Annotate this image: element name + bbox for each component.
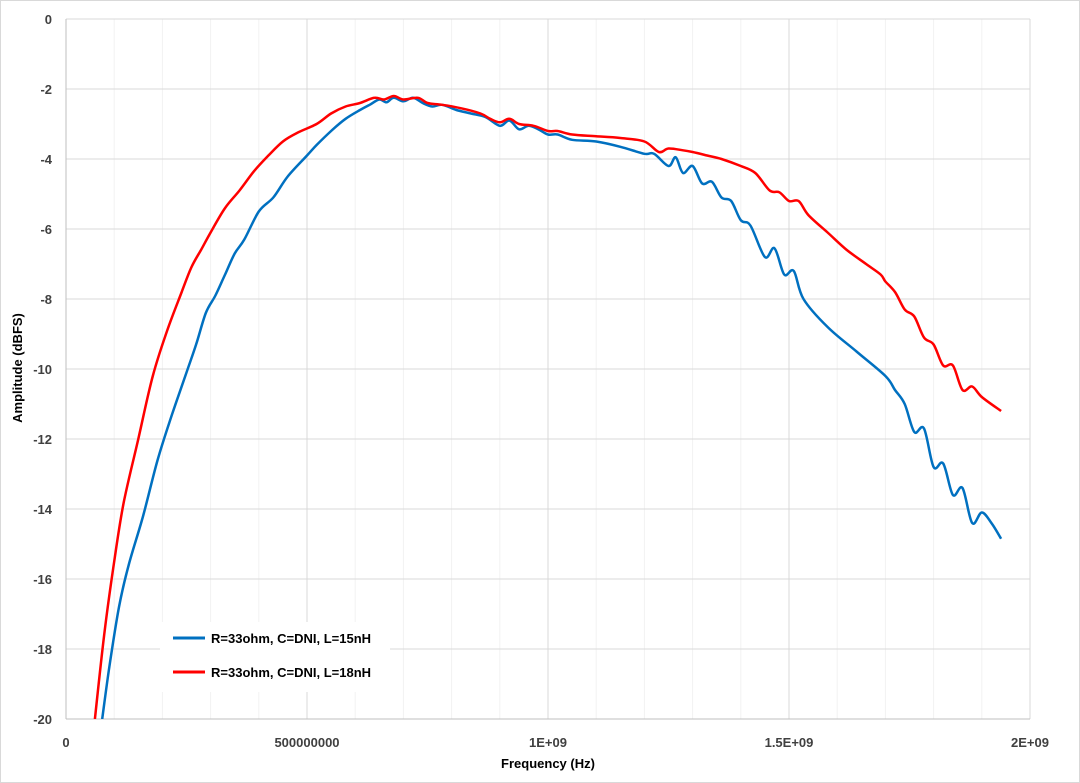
legend-label-series-1: R=33ohm, C=DNI, L=15nH (211, 631, 371, 646)
x-tick-labels: 0 500000000 1E+09 1.5E+09 2E+09 (62, 735, 1049, 750)
y-tick-label: -12 (33, 432, 52, 447)
y-tick-label: -20 (33, 712, 52, 727)
axes (65, 19, 1030, 720)
y-tick-labels: 0 -2 -4 -6 -8 -10 -12 -14 -16 -18 -20 (33, 12, 53, 727)
x-axis-title: Frequency (Hz) (501, 756, 595, 771)
legend-label-series-2: R=33ohm, C=DNI, L=18nH (211, 665, 371, 680)
series-layer (93, 94, 1003, 719)
y-tick-label: -14 (33, 502, 53, 517)
y-tick-label: -18 (33, 642, 52, 657)
x-tick-label: 500000000 (274, 735, 339, 750)
x-tick-label: 1.5E+09 (765, 735, 814, 750)
y-tick-label: -10 (33, 362, 52, 377)
legend: R=33ohm, C=DNI, L=15nH R=33ohm, C=DNI, L… (160, 622, 390, 692)
y-tick-label: -2 (40, 82, 52, 97)
x-tick-label: 1E+09 (529, 735, 567, 750)
x-tick-label: 0 (62, 735, 69, 750)
y-axis-title: Amplitude (dBFS) (10, 313, 25, 423)
y-tick-label: -4 (40, 152, 52, 167)
y-tick-label: -16 (33, 572, 52, 587)
legend-box (160, 622, 390, 692)
x-tick-label: 2E+09 (1011, 735, 1049, 750)
y-tick-label: -8 (40, 292, 52, 307)
y-tick-label: -6 (40, 222, 52, 237)
y-tick-label: 0 (45, 12, 52, 27)
series-line-2 (93, 94, 1002, 719)
